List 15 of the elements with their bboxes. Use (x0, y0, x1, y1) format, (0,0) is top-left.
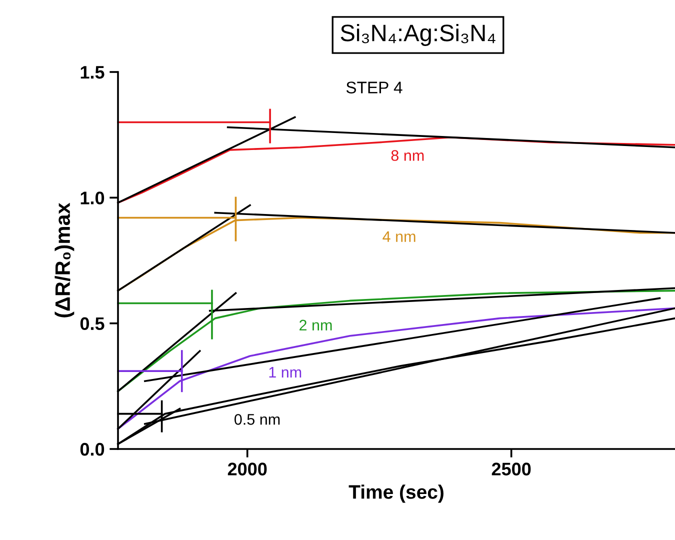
annotation: 0.5 nm (234, 414, 280, 425)
x-tick-label: 2500 (492, 462, 531, 476)
annotation: STEP 4 (346, 82, 402, 94)
chart-title: Si₃N₄:Ag:Si₃N₄ (340, 24, 496, 46)
annotation: 1 nm (269, 367, 302, 378)
y-tick-label: 0.5 (80, 317, 104, 330)
y-tick-label: 1.0 (80, 192, 104, 204)
y-axis-title: (ΔR/R₀)max (54, 202, 74, 318)
annotation: 8 nm (391, 150, 424, 161)
annotation: 4 nm (382, 231, 416, 242)
x-tick-label: 2000 (228, 462, 267, 476)
annotation: 2 nm (300, 320, 332, 330)
x-axis-title: Time (sec) (348, 484, 444, 503)
y-tick-label: 0.0 (80, 442, 104, 456)
y-tick-label: 1.5 (80, 66, 104, 79)
